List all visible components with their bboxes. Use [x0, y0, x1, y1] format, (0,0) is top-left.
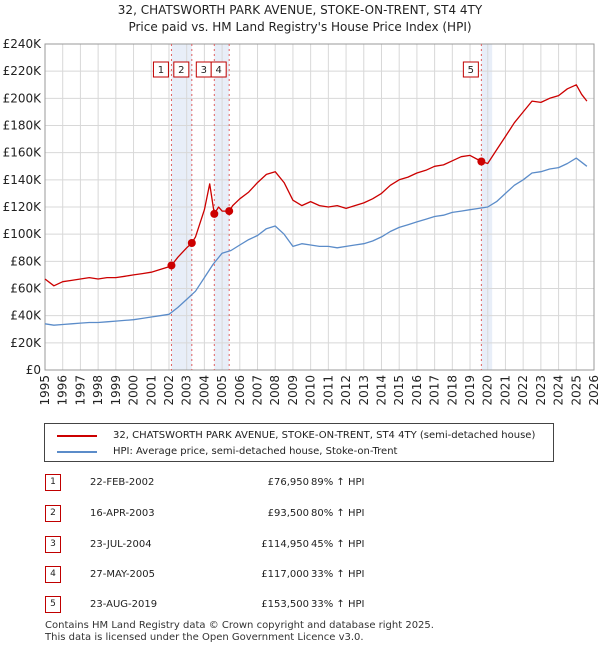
legend-swatch-hpi — [57, 450, 97, 453]
x-tick-label: 2016 — [410, 375, 424, 406]
sale-date: 23-JUL-2004 — [90, 539, 152, 550]
sale-date: 23-AUG-2019 — [90, 599, 158, 610]
sale-hpi-change: 89% ↑ HPI — [311, 477, 365, 488]
property-price-line — [44, 84, 588, 287]
sale-hpi-change: 33% ↑ HPI — [311, 569, 365, 580]
sale-hpi-change: 33% ↑ HPI — [311, 599, 365, 610]
x-tick-label: 2014 — [374, 375, 388, 406]
legend-label-hpi: HPI: Average price, semi-detached house,… — [113, 446, 398, 457]
x-tick-label: 1999 — [109, 375, 123, 406]
chart-title: 32, CHATSWORTH PARK AVENUE, STOKE-ON-TRE… — [117, 3, 483, 17]
y-tick-label: £240K — [3, 37, 43, 51]
x-tick-label: 2023 — [534, 375, 548, 406]
y-tick-label: £180K — [3, 119, 43, 133]
price-chart: £0 £20K £40K £60K £80K £100K £120K £140K £160K £1… — [3, 37, 600, 406]
y-tick-label: £220K — [3, 64, 43, 78]
x-tick-label: 2001 — [144, 375, 158, 406]
chart-subtitle: Price paid vs. HM Land Registry's House … — [128, 20, 472, 34]
sale-date: 22-FEB-2002 — [90, 477, 155, 488]
y-tick-label: £60K — [10, 282, 42, 296]
y-tick-label: £120K — [3, 200, 43, 214]
x-tick-label: 2026 — [587, 375, 600, 406]
y-tick-label: £40K — [10, 309, 42, 323]
sale-marker-badge — [210, 61, 227, 78]
sale-marker-badge — [462, 61, 479, 78]
y-tick-label: £80K — [10, 254, 42, 268]
sale-number-badge: 4 — [45, 566, 61, 583]
x-tick-label: 2021 — [498, 375, 512, 406]
x-tick-label: 2002 — [162, 375, 176, 406]
x-tick-label: 2000 — [127, 375, 141, 406]
sale-number-badge: 2 — [45, 505, 61, 522]
sale-price: £117,000 — [261, 569, 309, 580]
sale-price: £93,500 — [267, 508, 309, 519]
x-tick-label: 2018 — [445, 375, 459, 406]
x-tick-label: 2009 — [286, 375, 300, 406]
x-tick-label: 2022 — [516, 375, 530, 406]
x-tick-label: 2019 — [463, 375, 477, 406]
legend-swatch-property — [57, 434, 97, 437]
sale-marker-number: 3 — [201, 65, 207, 76]
x-tick-label: 2017 — [428, 375, 442, 406]
sale-hpi-change: 80% ↑ HPI — [311, 508, 365, 519]
x-tick-label: 2020 — [481, 375, 495, 406]
sale-marker-badge — [173, 61, 190, 78]
x-tick-label: 1997 — [73, 375, 87, 406]
sale-hpi-change: 45% ↑ HPI — [311, 539, 365, 550]
attribution-footer: Contains HM Land Registry data © Crown c… — [45, 620, 434, 644]
x-tick-label: 2025 — [569, 375, 583, 406]
x-tick-label: 2007 — [251, 375, 265, 406]
x-tick-label: 2008 — [268, 375, 282, 406]
sale-point — [225, 207, 234, 216]
sale-number-badge: 3 — [45, 536, 61, 553]
legend-item-property: 32, CHATSWORTH PARK AVENUE, STOKE-ON-TRE… — [57, 430, 535, 441]
x-tick-label: 2012 — [339, 375, 353, 406]
x-tick-label: 2003 — [180, 375, 194, 406]
y-tick-label: £100K — [3, 227, 43, 241]
legend-item-hpi: HPI: Average price, semi-detached house,… — [57, 446, 397, 457]
sale-marker-number: 5 — [468, 65, 474, 76]
chart-legend: 32, CHATSWORTH PARK AVENUE, STOKE-ON-TRE… — [44, 423, 554, 462]
x-tick-label: 2024 — [552, 375, 566, 406]
sale-marker-number: 2 — [178, 65, 184, 76]
sale-marker-number: 1 — [158, 65, 164, 76]
sale-number-badge: 1 — [45, 474, 61, 491]
x-tick-label: 1995 — [38, 375, 52, 406]
sale-number-badge: 5 — [45, 596, 61, 613]
sale-point — [477, 157, 486, 166]
x-tick-label: 1996 — [56, 375, 70, 406]
sale-price: £76,950 — [267, 477, 309, 488]
x-tick-label: 2006 — [233, 375, 247, 406]
sale-price: £114,950 — [261, 539, 309, 550]
sale-marker-number: 4 — [215, 65, 221, 76]
x-tick-label: 2004 — [197, 375, 211, 406]
x-tick-label: 2005 — [215, 375, 229, 406]
y-tick-label: £140K — [3, 173, 43, 187]
footer-license: This data is licensed under the Open Gov… — [45, 632, 364, 643]
sale-point — [210, 209, 219, 218]
y-tick-label: £200K — [3, 91, 43, 105]
legend-label-property: 32, CHATSWORTH PARK AVENUE, STOKE-ON-TRE… — [113, 430, 536, 441]
sale-point — [167, 261, 176, 270]
y-tick-label: £20K — [10, 336, 42, 350]
x-tick-label: 2015 — [392, 375, 406, 406]
y-tick-label: £160K — [3, 146, 43, 160]
plot-area-frame — [44, 43, 595, 371]
sale-date: 16-APR-2003 — [90, 508, 155, 519]
footer-copyright: Contains HM Land Registry data © Crown c… — [45, 620, 434, 631]
x-tick-label: 2011 — [321, 375, 335, 406]
hpi-line — [44, 157, 588, 326]
y-tick-label: £0 — [26, 363, 41, 377]
x-tick-label: 2013 — [357, 375, 371, 406]
sale-point — [187, 238, 196, 247]
x-tick-label: 2010 — [304, 375, 318, 406]
sale-marker-badge — [152, 61, 169, 78]
x-tick-label: 1998 — [91, 375, 105, 406]
sale-date: 27-MAY-2005 — [90, 569, 156, 580]
sale-price: £153,500 — [261, 599, 309, 610]
